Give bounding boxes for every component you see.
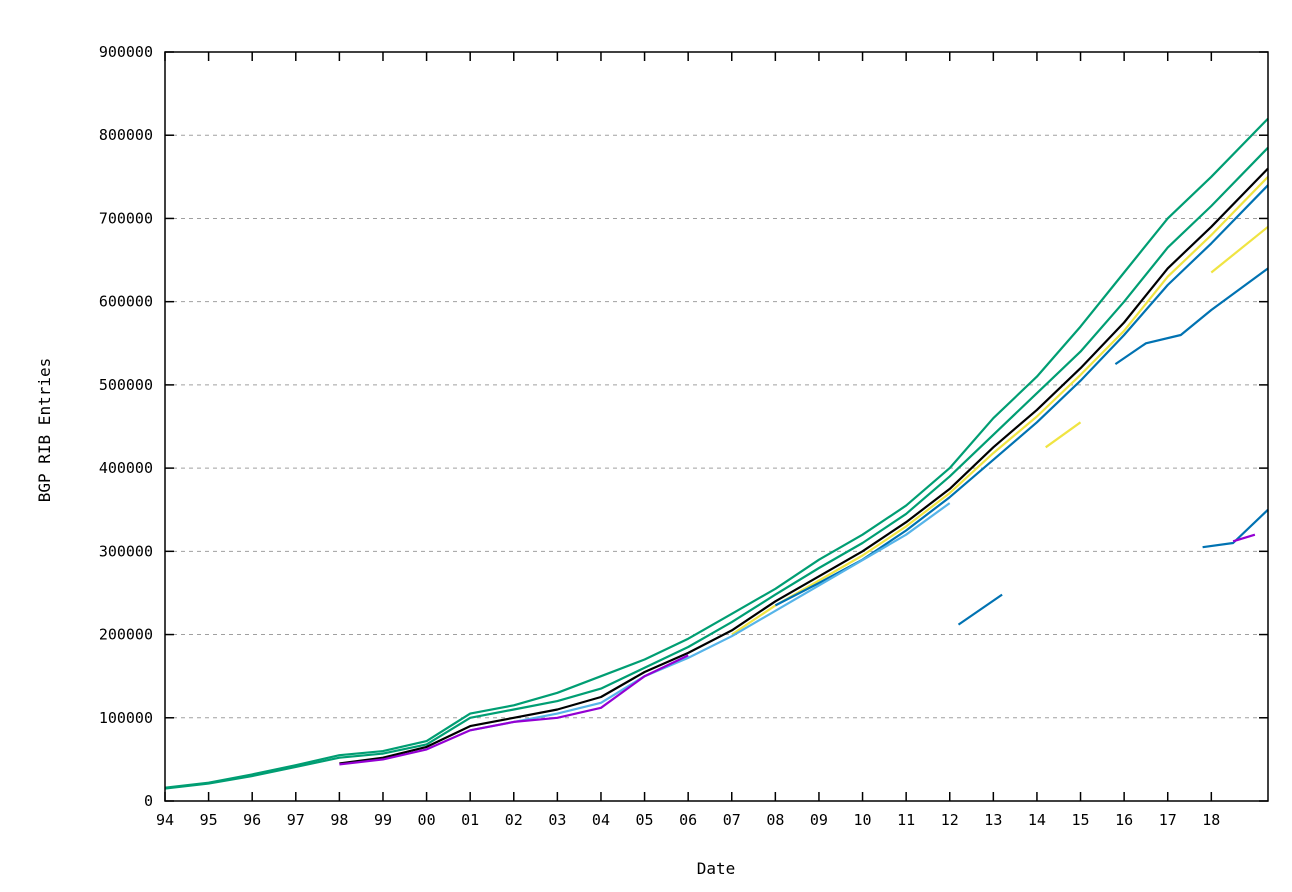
y-tick-label: 900000 (99, 43, 153, 61)
plot-frame (164, 51, 1269, 802)
x-tick-label: 17 (1159, 811, 1177, 829)
x-tick-label: 97 (287, 811, 305, 829)
y-tick-label: 100000 (99, 709, 153, 727)
series-line-7 (957, 593, 1003, 626)
x-tick-label: 06 (679, 811, 697, 829)
x-tick-label: 12 (941, 811, 959, 829)
x-tick-label: 00 (418, 811, 436, 829)
x-tick-label: 10 (854, 811, 872, 829)
series-line-0 (164, 117, 1269, 789)
series-line-8 (1114, 267, 1269, 366)
series-line-11 (1232, 533, 1256, 543)
x-tick-label: 18 (1202, 811, 1220, 829)
x-tick-label: 02 (505, 811, 523, 829)
x-tick-label: 09 (810, 811, 828, 829)
x-tick-label: 01 (461, 811, 479, 829)
y-tick-label: 400000 (99, 459, 153, 477)
series-line-6 (339, 654, 689, 766)
series-line-12 (1045, 421, 1082, 449)
x-tick-label: 96 (243, 811, 261, 829)
series-line-2 (339, 167, 1269, 765)
x-tick-label: 14 (1028, 811, 1046, 829)
series-line-3 (731, 176, 1269, 636)
x-tick-label: 98 (330, 811, 348, 829)
x-tick-label: 05 (636, 811, 654, 829)
y-axis-title: BGP RIB Entries (35, 358, 54, 503)
x-tick-label: 08 (766, 811, 784, 829)
x-tick-label: 95 (200, 811, 218, 829)
x-tick-label: 03 (548, 811, 566, 829)
y-tick-label: 500000 (99, 376, 153, 394)
y-tick-label: 300000 (99, 542, 153, 560)
y-axis: 0 100000 200000 300000 400000 500000 600000 700… (99, 43, 1268, 810)
y-tick-label: 600000 (99, 293, 153, 311)
y-tick-label: 200000 (99, 626, 153, 644)
x-tick-label: 99 (374, 811, 392, 829)
x-tick-label: 94 (156, 811, 174, 829)
data-series (164, 117, 1269, 790)
y-tick-label: 800000 (99, 126, 153, 144)
x-axis: 94 95 96 97 98 99 00 01 02 03 04 05 06 07 08 09 10 11 12 13… (156, 52, 1220, 829)
x-axis-title: Date (697, 859, 736, 878)
x-tick-label: 13 (984, 811, 1002, 829)
series-line-10 (1202, 508, 1269, 549)
y-tick-label: 0 (144, 792, 153, 810)
series-line-1 (164, 146, 1269, 790)
series-line-9 (1210, 225, 1269, 274)
x-tick-label: 15 (1072, 811, 1090, 829)
x-tick-label: 11 (897, 811, 915, 829)
x-tick-label: 16 (1115, 811, 1133, 829)
y-tick-label: 700000 (99, 209, 153, 227)
x-tick-label: 07 (723, 811, 741, 829)
x-tick-label: 04 (592, 811, 610, 829)
